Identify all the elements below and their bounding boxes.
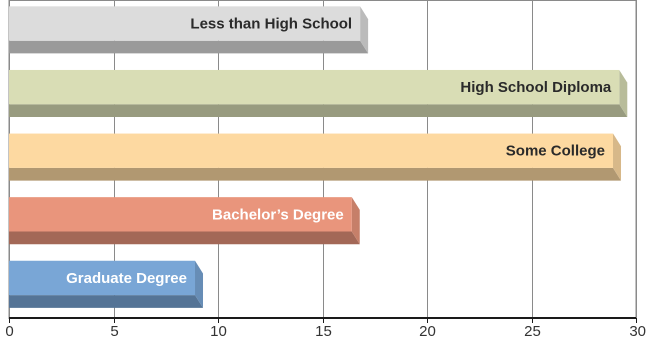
x-tick-label: 20: [419, 323, 436, 340]
bar-front-face: [9, 260, 196, 296]
bar-end-face: [613, 133, 622, 181]
bar-graduate-degree: Graduate Degree: [9, 260, 204, 308]
bar-front-face: [9, 6, 361, 41]
bar-label: Less than High School: [190, 16, 352, 33]
bar-front-face: [9, 197, 352, 232]
bar-end-face: [351, 197, 360, 245]
bar-front-face: [9, 69, 620, 105]
x-axis: 0 5 10 15 20 25 30: [5, 317, 646, 340]
bar-bottom-face: [9, 167, 622, 181]
bar-bottom-face: [9, 231, 360, 245]
x-tick-label: 10: [210, 323, 227, 340]
bar-bottom-face: [9, 295, 204, 308]
bar-label: Graduate Degree: [66, 270, 187, 287]
bar-label: Bachelor’s Degree: [212, 206, 344, 223]
bar-some-college: Some College: [9, 133, 622, 181]
x-tick-label: 15: [315, 323, 332, 340]
bar-bottom-face: [9, 104, 628, 118]
bar-end-face: [360, 6, 369, 54]
bar-less-than-high-school: Less than High School: [9, 6, 369, 54]
bar-bachelor-s-degree: Bachelor’s Degree: [9, 197, 360, 245]
bar-end-face: [619, 69, 628, 118]
x-tick-label: 30: [629, 323, 646, 340]
bars: Less than High School High School Diploma…: [9, 6, 628, 308]
bar-bottom-face: [9, 40, 369, 54]
bar-front-face: [9, 133, 614, 168]
x-tick-label: 5: [110, 323, 118, 340]
bar-label: Some College: [506, 143, 605, 160]
bar-label: High School Diploma: [460, 79, 611, 96]
bar-high-school-diploma: High School Diploma: [9, 69, 628, 118]
x-tick-label: 25: [524, 323, 541, 340]
bar-end-face: [195, 260, 204, 308]
x-tick-label: 0: [5, 323, 13, 340]
